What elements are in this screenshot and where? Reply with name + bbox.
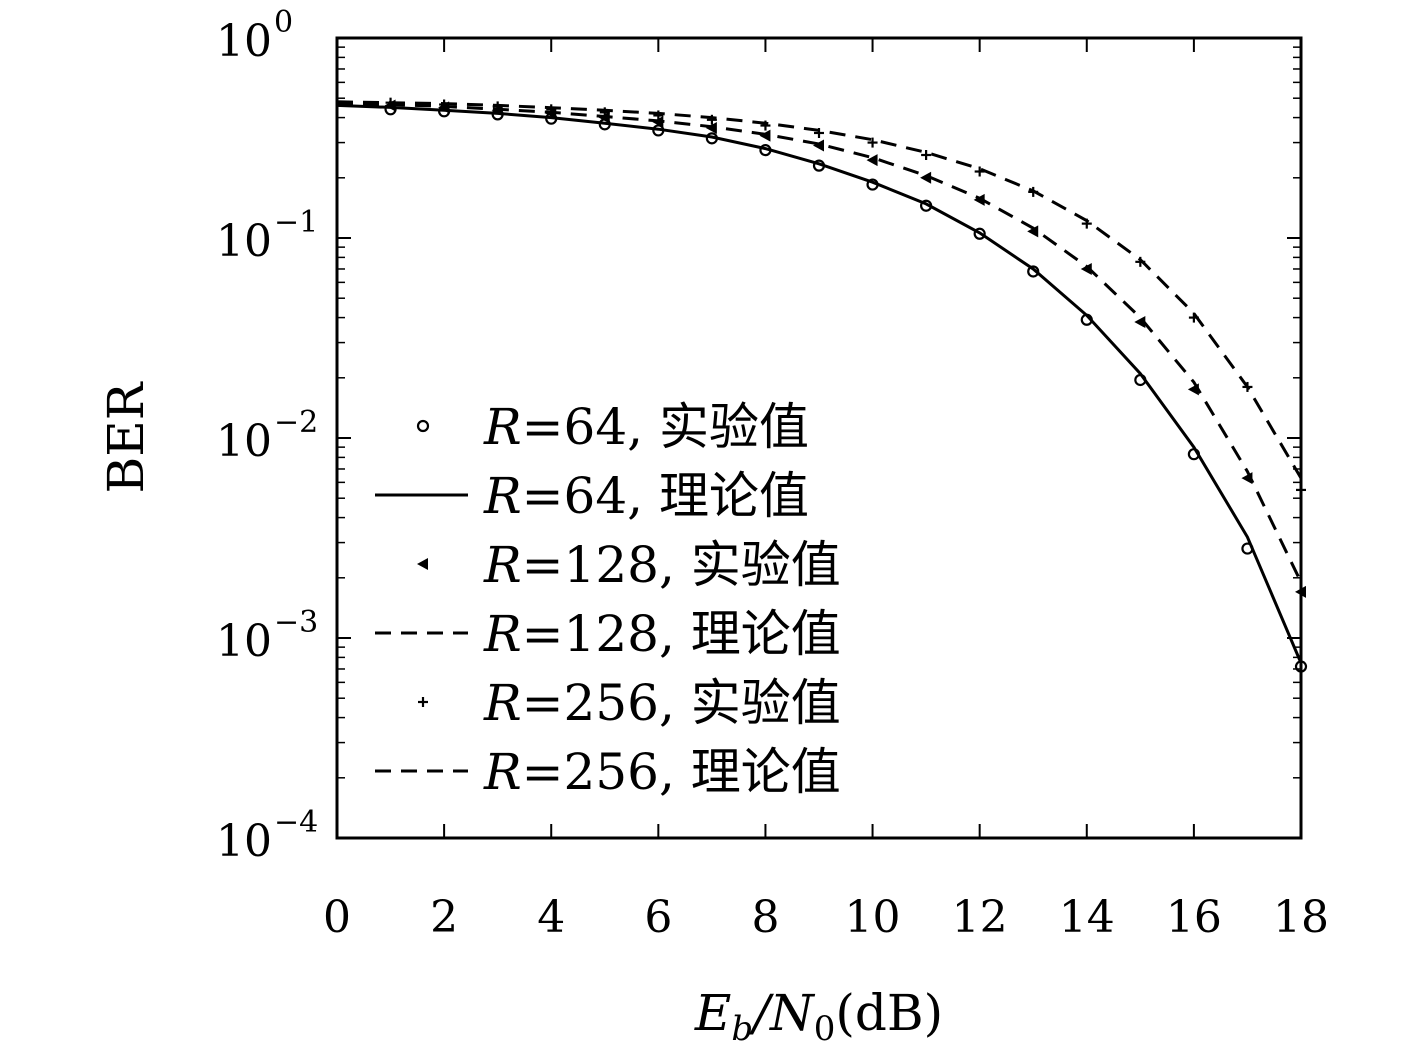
y-tick-exponent: −1 xyxy=(274,205,318,240)
legend-entry: R=256, 理论值 xyxy=(483,743,841,801)
y-tick-base: 10 xyxy=(216,416,272,467)
y-tick-exponent: −4 xyxy=(274,805,318,840)
legend-var: R xyxy=(483,467,522,525)
legend-entry: R=128, 理论值 xyxy=(483,605,841,663)
legend-var: R xyxy=(483,743,522,801)
data-point-triangle xyxy=(973,193,985,206)
y-tick-base: 10 xyxy=(216,216,272,267)
x-axis-title-unit: (dB) xyxy=(835,984,943,1042)
x-axis-title-mid: /N xyxy=(749,984,816,1042)
legend-var: R xyxy=(483,398,522,456)
x-axis-title-sub2: 0 xyxy=(814,1009,836,1049)
x-tick-label: 6 xyxy=(644,892,672,943)
legend-rest: =128, 实验值 xyxy=(522,536,841,594)
y-tick-exponent: −2 xyxy=(274,405,318,440)
legend-rest: =256, 理论值 xyxy=(522,743,841,801)
data-point-triangle xyxy=(1080,262,1092,275)
y-tick-exponent: 0 xyxy=(274,5,293,40)
x-tick-label: 16 xyxy=(1166,892,1222,943)
legend-rest: =128, 理论值 xyxy=(522,605,841,663)
x-tick-label: 2 xyxy=(430,892,458,943)
y-tick-base: 10 xyxy=(216,616,272,667)
legend-rest: =256, 实验值 xyxy=(522,674,841,732)
data-point-triangle xyxy=(920,171,932,184)
y-tick-label: 10 xyxy=(216,816,272,867)
y-tick-base: 10 xyxy=(216,816,272,867)
data-point-triangle xyxy=(1134,316,1146,329)
data-point-plus xyxy=(418,697,428,707)
legend-var: R xyxy=(483,605,522,663)
plot-marks xyxy=(336,97,1308,673)
x-tick-label: 8 xyxy=(751,892,779,943)
x-tick-label: 12 xyxy=(952,892,1008,943)
x-axis-title: Eb/N0(dB) xyxy=(694,984,943,1049)
y-tick-base: 10 xyxy=(216,16,272,67)
y-tick-label: 10 xyxy=(216,616,272,667)
data-point-plus xyxy=(921,150,932,161)
legend-var: R xyxy=(483,674,522,732)
data-point-plus xyxy=(867,137,878,148)
legend-entry: R=64, 理论值 xyxy=(483,467,809,525)
legend-entry: R=256, 实验值 xyxy=(483,674,841,732)
data-point-circle xyxy=(973,227,986,240)
x-axis-title-main: E xyxy=(694,984,732,1042)
plot-frame xyxy=(335,36,1303,840)
series-line-5 xyxy=(336,100,1303,479)
y-tick-label: 10 xyxy=(216,216,272,267)
x-tick-label: 4 xyxy=(537,892,565,943)
data-point-triangle xyxy=(866,154,878,167)
y-axis-title: BER xyxy=(97,381,155,493)
x-tick-label: 18 xyxy=(1273,892,1329,943)
y-tick-label: 10 xyxy=(216,416,272,467)
data-point-triangle xyxy=(417,558,428,570)
series-line-3 xyxy=(336,102,1303,583)
legend-rest: =64, 实验值 xyxy=(522,398,809,456)
x-tick-label: 14 xyxy=(1059,892,1115,943)
x-axis-title-sub1: b xyxy=(731,1009,753,1049)
x-tick-label: 10 xyxy=(845,892,901,943)
data-point-circle xyxy=(416,419,430,433)
y-tick-label: 10 xyxy=(216,16,272,67)
legend-var: R xyxy=(483,536,522,594)
y-tick-exponent: −3 xyxy=(274,605,318,640)
legend-entry: R=64, 实验值 xyxy=(483,398,809,456)
x-tick-label: 0 xyxy=(323,892,351,943)
legend-rest: =64, 理论值 xyxy=(522,467,809,525)
legend-entry: R=128, 实验值 xyxy=(483,536,841,594)
data-point-triangle xyxy=(813,139,824,152)
